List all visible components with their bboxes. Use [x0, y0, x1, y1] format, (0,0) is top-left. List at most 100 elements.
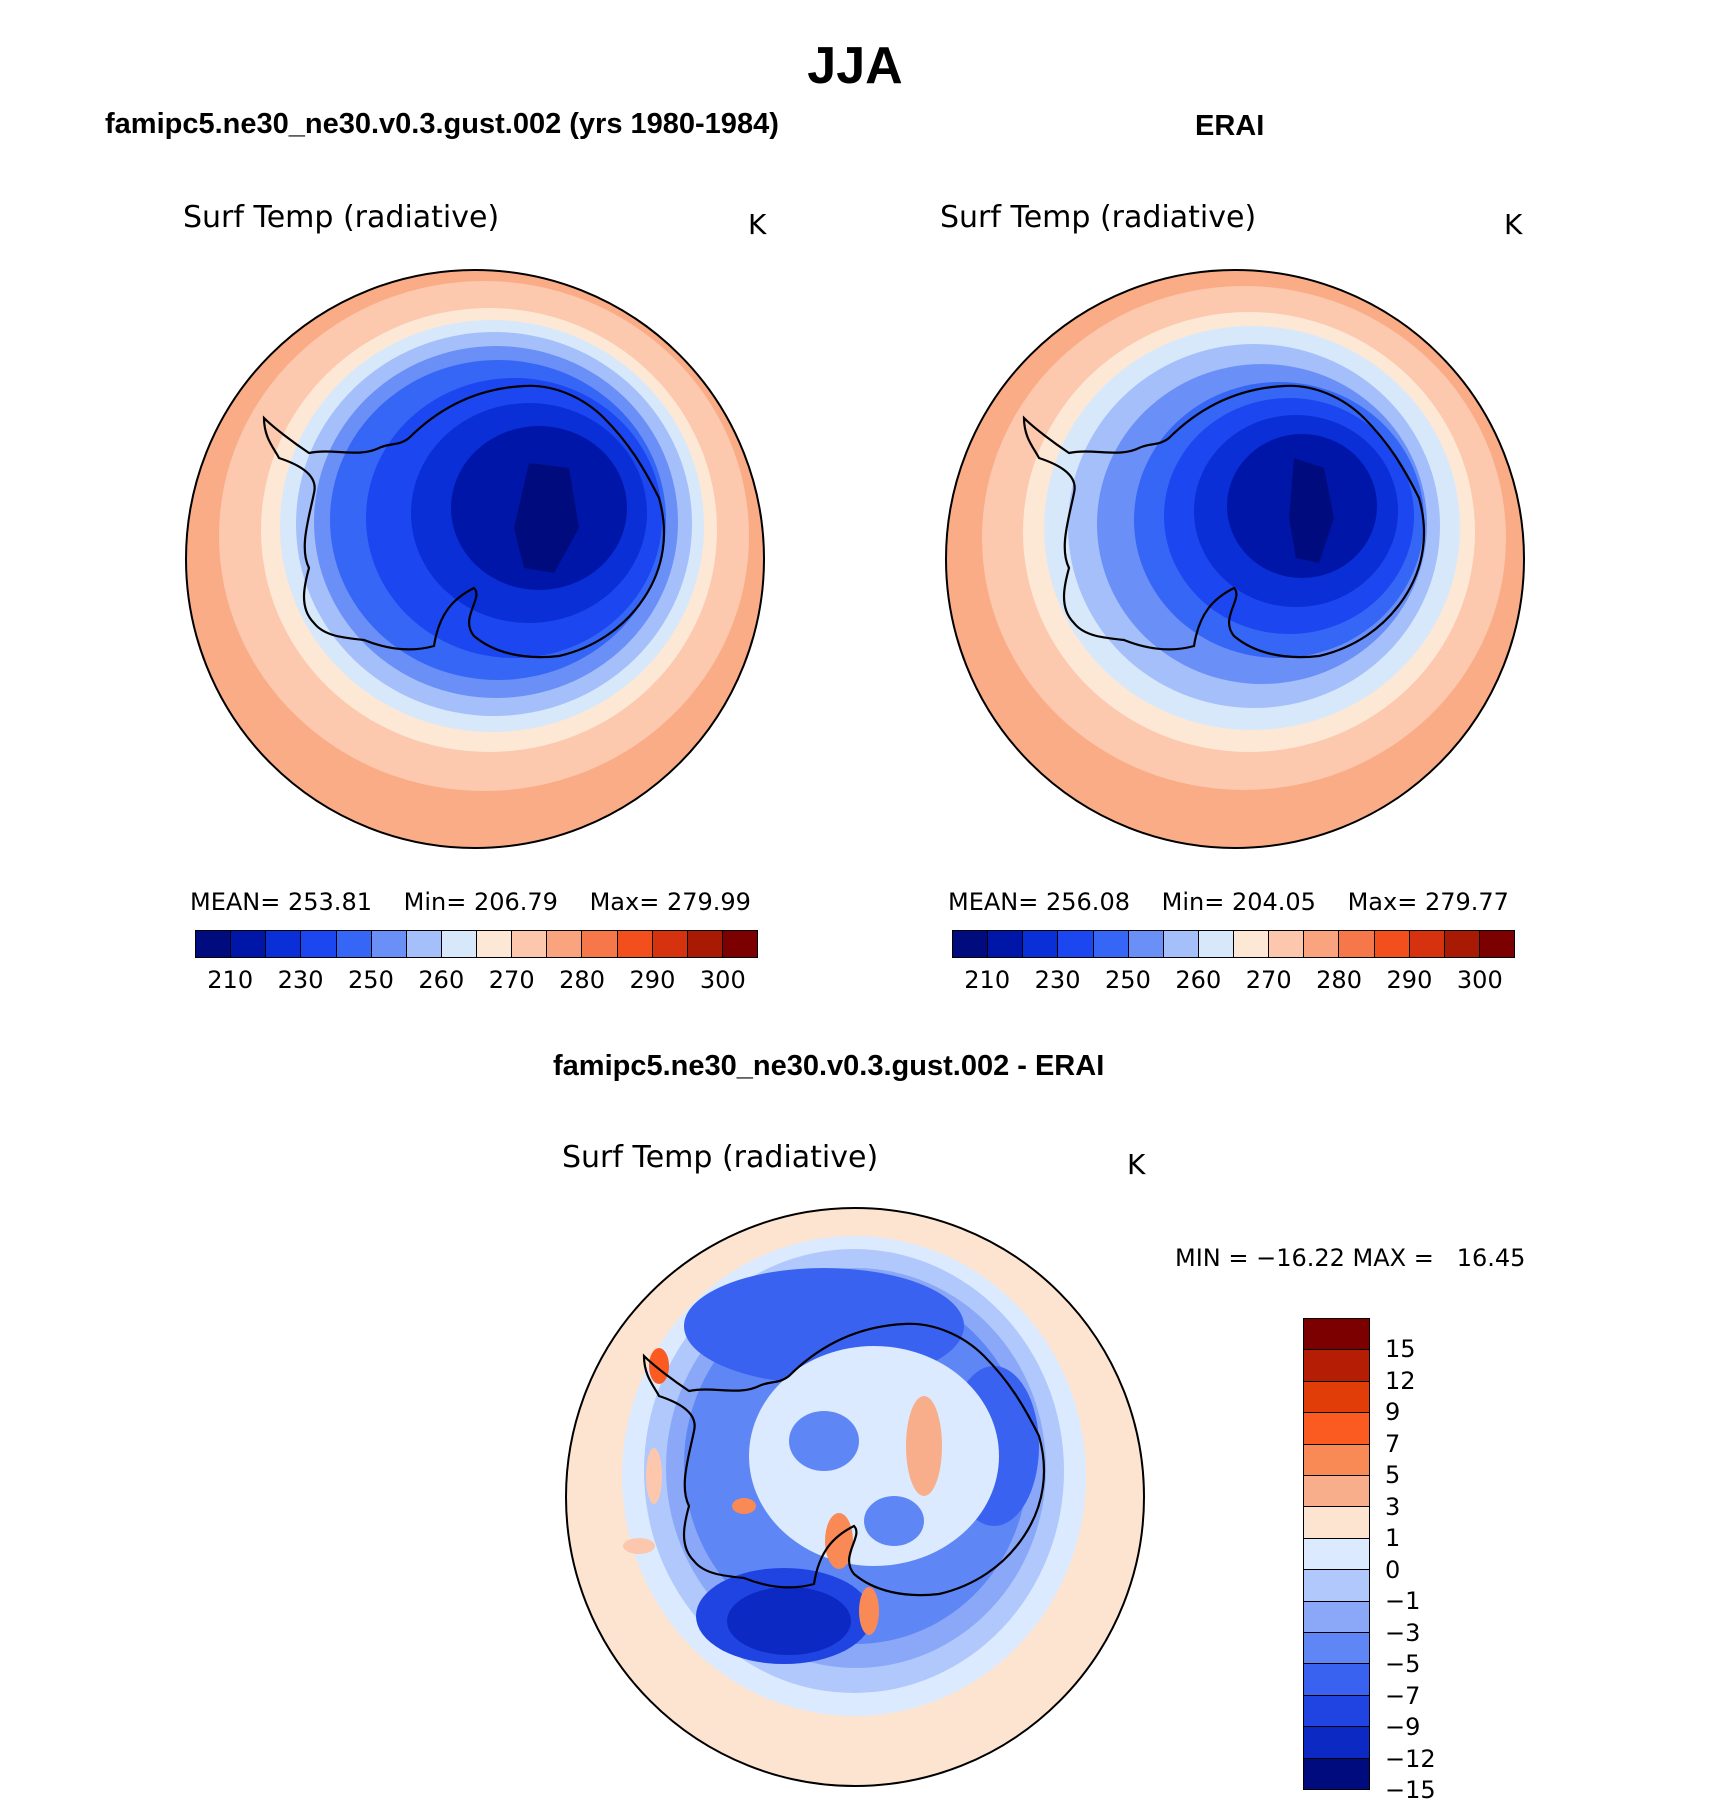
colorbar-box: [336, 931, 372, 957]
colorbar-box: [266, 931, 302, 957]
mean-value: 256.08: [1046, 888, 1130, 916]
colorbar-box: [231, 931, 267, 957]
colorbar-box: [1234, 931, 1270, 957]
model-panel-header: famipc5.ne30_ne30.v0.3.gust.002 (yrs 198…: [105, 108, 779, 140]
colorbar-box: [1128, 931, 1164, 957]
colorbar-box: [1374, 931, 1410, 957]
antarctica-coastline: [642, 1322, 1046, 1597]
diff-colorbar: [1303, 1318, 1370, 1790]
mean-label: MEAN=: [948, 888, 1039, 916]
colorbar-tick-label: −15: [1385, 1776, 1436, 1804]
obs-colorbar: [952, 930, 1515, 958]
colorbar-box: [617, 931, 653, 957]
colorbar-box: [1304, 1758, 1369, 1790]
obs-panel-header: ERAI: [1195, 110, 1265, 142]
colorbar-box: [1304, 1664, 1369, 1696]
colorbar-box: [1023, 931, 1059, 957]
mean-label: MEAN=: [190, 888, 281, 916]
mean-value: 253.81: [288, 888, 372, 916]
colorbar-box: [687, 931, 723, 957]
colorbar-box: [441, 931, 477, 957]
colorbar-box: [547, 931, 583, 957]
colorbar-box: [1304, 1476, 1369, 1508]
colorbar-tick-label: 230: [1034, 966, 1081, 994]
colorbar-tick-label: −7: [1385, 1681, 1421, 1710]
colorbar-tick-label: 210: [207, 966, 254, 994]
obs-stats: MEAN= 256.08 Min= 204.05 Max= 279.77: [948, 888, 1509, 916]
diff-panel-header: famipc5.ne30_ne30.v0.3.gust.002 - ERAI: [553, 1050, 1105, 1082]
season-title: JJA: [807, 37, 903, 95]
colorbar-tick-label: 9: [1385, 1398, 1401, 1427]
colorbar-tick-label: 7: [1385, 1429, 1401, 1458]
colorbar-tick-label: 260: [418, 966, 465, 994]
model-stats: MEAN= 253.81 Min= 206.79 Max= 279.99: [190, 888, 751, 916]
colorbar-box: [1304, 1695, 1369, 1728]
colorbar-box: [1304, 931, 1340, 957]
colorbar-tick-label: 260: [1175, 966, 1222, 994]
colorbar-box: [1304, 1727, 1369, 1759]
colorbar-tick-label: −5: [1385, 1650, 1421, 1679]
colorbar-box: [1093, 931, 1129, 957]
colorbar-box: [196, 931, 232, 957]
colorbar-box: [652, 931, 688, 957]
colorbar-tick-label: 15: [1385, 1335, 1416, 1364]
colorbar-tick-label: 210: [964, 966, 1011, 994]
colorbar-box: [1304, 1538, 1369, 1571]
obs-polar-map: [945, 269, 1525, 849]
colorbar-box: [1163, 931, 1199, 957]
antarctica-coastline: [1022, 384, 1426, 659]
max-value: 279.99: [666, 888, 751, 916]
colorbar-box: [1304, 1570, 1369, 1602]
colorbar-tick-label: 3: [1385, 1492, 1401, 1521]
colorbar-tick-label: 5: [1385, 1461, 1401, 1490]
colorbar-box: [1269, 931, 1305, 957]
max-label: Max=: [1347, 888, 1418, 916]
min-value: 204.05: [1231, 888, 1316, 916]
diff-variable-label: Surf Temp (radiative): [562, 1140, 879, 1175]
colorbar-tick-label: 250: [1105, 966, 1151, 994]
colorbar-tick-label: 300: [699, 966, 746, 994]
obs-units-label: K: [1504, 208, 1523, 241]
colorbar-box: [301, 931, 337, 957]
colorbar-box: [1304, 1633, 1369, 1665]
colorbar-tick-label: 300: [1456, 966, 1503, 994]
colorbar-box: [1198, 931, 1234, 957]
colorbar-box: [477, 931, 513, 957]
max-value: 279.77: [1424, 888, 1509, 916]
colorbar-box: [1304, 1381, 1369, 1414]
antarctica-coastline: [262, 384, 666, 659]
colorbar-tick-label: 280: [559, 966, 605, 994]
diff-units-label: K: [1127, 1148, 1146, 1181]
colorbar-tick-label: −12: [1385, 1744, 1436, 1773]
colorbar-tick-label: −1: [1385, 1587, 1421, 1616]
colorbar-box: [988, 931, 1024, 957]
max-label: Max=: [589, 888, 660, 916]
colorbar-tick-label: 12: [1385, 1366, 1416, 1395]
diff-polar-map: [565, 1207, 1145, 1787]
diff-minmax-label: MIN = −16.22 MAX = 16.45: [1175, 1244, 1526, 1272]
colorbar-box: [512, 931, 548, 957]
colorbar-tick-label: 0: [1385, 1555, 1401, 1584]
colorbar-box: [1304, 1350, 1369, 1382]
colorbar-box: [406, 931, 442, 957]
colorbar-tick-label: 290: [629, 966, 676, 994]
colorbar-tick-label: 290: [1386, 966, 1433, 994]
min-label: Min=: [1161, 888, 1225, 916]
colorbar-box: [1409, 931, 1445, 957]
colorbar-box: [1479, 931, 1514, 957]
colorbar-tick-label: 230: [277, 966, 324, 994]
colorbar-box: [953, 931, 989, 957]
obs-variable-label: Surf Temp (radiative): [940, 200, 1257, 235]
model-colorbar: [195, 930, 758, 958]
colorbar-box: [1304, 1444, 1369, 1477]
colorbar-box: [1444, 931, 1480, 957]
colorbar-box: [722, 931, 757, 957]
min-value: 206.79: [473, 888, 558, 916]
colorbar-box: [1304, 1507, 1369, 1539]
colorbar-tick-label: 270: [488, 966, 535, 994]
colorbar-tick-label: −9: [1385, 1713, 1421, 1742]
colorbar-box: [371, 931, 407, 957]
colorbar-box: [582, 931, 618, 957]
colorbar-tick-label: 250: [348, 966, 394, 994]
min-label: Min=: [403, 888, 467, 916]
